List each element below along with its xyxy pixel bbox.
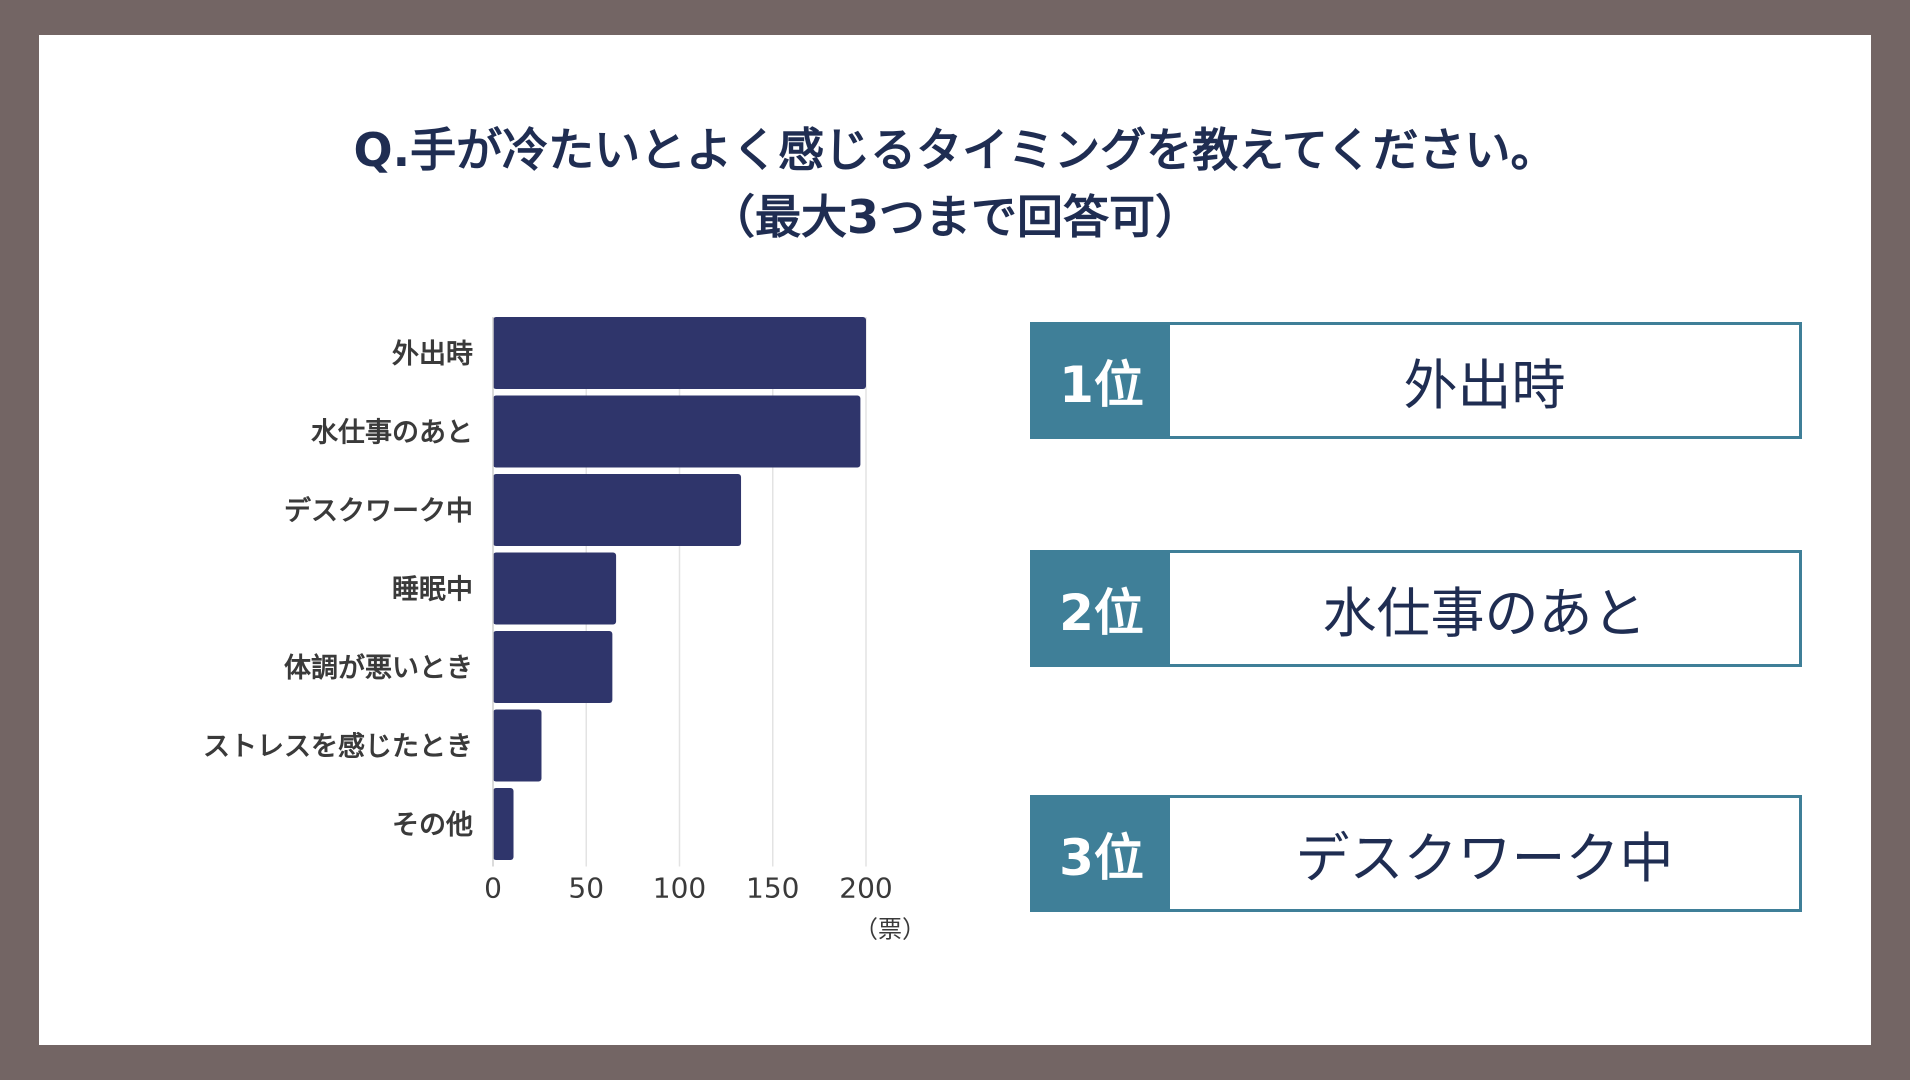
x-tick-label: 0 xyxy=(484,872,502,905)
bar xyxy=(493,631,613,703)
x-axis-unit-label: （票） xyxy=(854,916,926,944)
category-label: デスクワーク中 xyxy=(284,495,473,527)
category-label: 睡眠中 xyxy=(392,575,473,606)
rank-card-1: 1位 外出時 xyxy=(1030,322,1802,439)
rank-badge-2: 2位 xyxy=(1033,553,1170,664)
question-note: （最大3つまで回答可） xyxy=(708,190,1201,244)
bar xyxy=(493,788,514,860)
rank-card-3: 3位 デスクワーク中 xyxy=(1030,795,1802,912)
bar xyxy=(493,317,866,389)
category-label: ストレスを感じたとき xyxy=(203,731,473,763)
category-label: 水仕事のあと xyxy=(311,418,473,449)
rank-item-1: 外出時 xyxy=(1403,354,1566,417)
rank-card-2: 2位 水仕事のあと xyxy=(1030,550,1802,667)
x-tick-label: 50 xyxy=(568,872,604,905)
rank-item-3: デスクワーク中 xyxy=(1295,827,1674,890)
bar xyxy=(493,552,617,625)
question-title: Q.手が冷たいとよく感じるタイミングを教えてください。 xyxy=(353,123,1557,177)
rank-item-2: 水仕事のあと xyxy=(1322,582,1647,645)
x-tick-label: 100 xyxy=(653,872,706,905)
bar xyxy=(493,709,542,782)
category-label: 外出時 xyxy=(392,339,473,370)
rank-badge-3: 3位 xyxy=(1033,798,1170,909)
x-tick-label: 150 xyxy=(746,872,799,905)
bar xyxy=(493,474,742,546)
bar xyxy=(493,395,861,468)
category-label: 体調が悪いとき xyxy=(284,652,473,684)
rank-badge-1: 1位 xyxy=(1033,325,1170,436)
x-tick-label: 200 xyxy=(839,872,892,905)
category-label: その他 xyxy=(392,810,473,841)
